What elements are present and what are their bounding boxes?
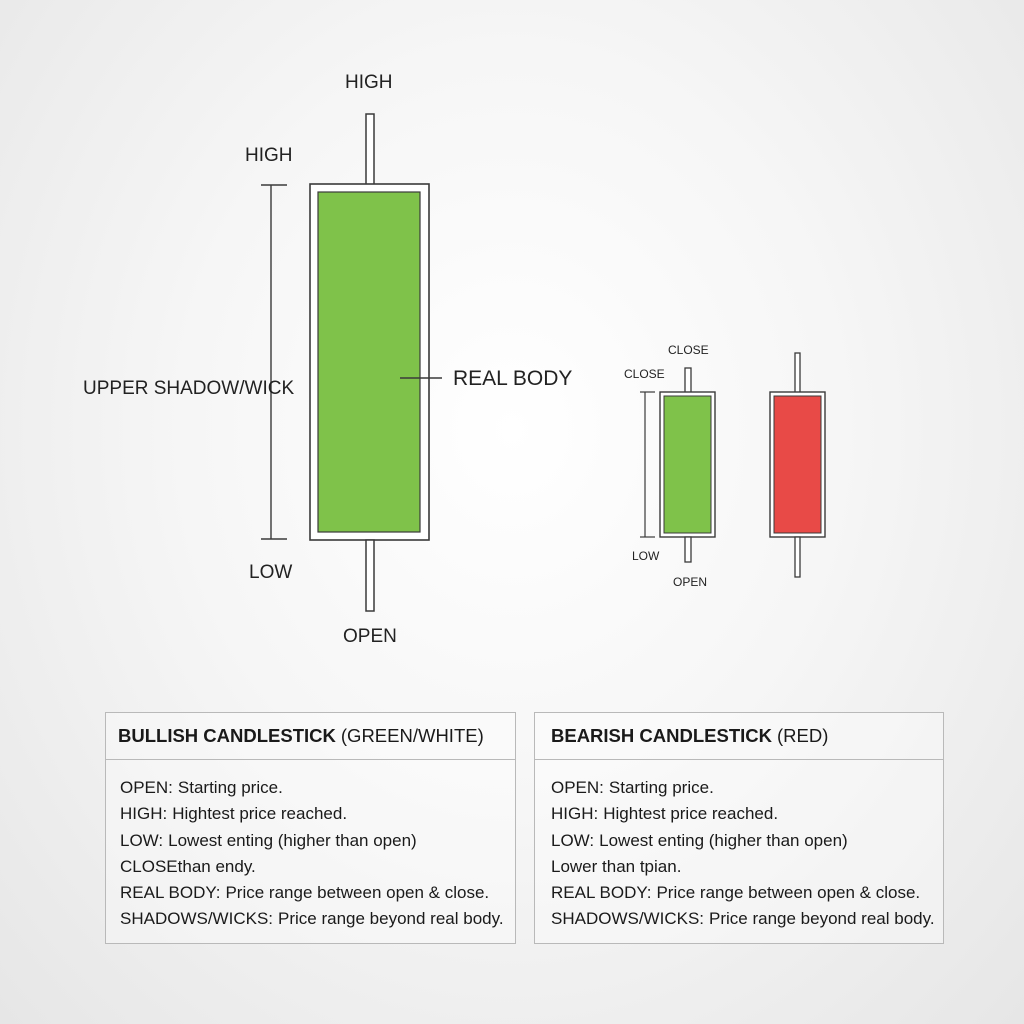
small-bearish-lower-wick: [794, 536, 801, 578]
small-bullish-real-body: [663, 395, 712, 534]
bearish-panel-title: BEARISH CANDLESTICK (RED): [535, 713, 943, 760]
small-label-close-left: CLOSE: [624, 367, 665, 381]
row-desc: Lowest enting (higher than open): [599, 830, 848, 850]
label-high-left: HIGH: [245, 145, 293, 166]
bearish-row-close: Lower than tpian.: [551, 854, 943, 880]
row-desc: than endy.: [177, 856, 256, 876]
bearish-title-rest: (RED): [776, 725, 829, 746]
small-bullish-lower-wick: [684, 536, 692, 563]
bearish-title-bold: BEARISH CANDLESTICK: [551, 725, 772, 746]
row-term: SHADOWS/WICKS:: [120, 909, 274, 929]
bullish-row-high: HIGH: Hightest price reached.: [120, 801, 515, 827]
big-candle-upper-wick: [365, 113, 375, 186]
row-term: LOW:: [120, 830, 164, 850]
row-desc: Lower than tpian.: [551, 856, 682, 876]
bullish-row-real-body: REAL BODY: Price range between open & clo…: [120, 880, 515, 906]
row-desc: Price range beyond real body.: [709, 909, 935, 929]
small-bearish-real-body: [773, 395, 822, 534]
small-bullish-upper-wick: [684, 367, 692, 394]
row-desc: Starting price.: [608, 778, 714, 797]
bearish-row-high: HIGH: Hightest price reached.: [551, 801, 943, 827]
label-high-top: HIGH: [345, 72, 393, 93]
bullish-row-close: CLOSEthan endy.: [120, 854, 515, 880]
bearish-row-low: LOW: Lowest enting (higher than open): [551, 828, 943, 854]
small-label-open: OPEN: [673, 575, 708, 589]
bearish-row-open: OPEN: Starting price.: [551, 775, 943, 801]
row-desc: Starting price.: [177, 778, 283, 797]
label-real-body: REAL BODY: [453, 367, 573, 390]
bullish-title-bold: BULLISH CANDLESTICK: [118, 725, 336, 746]
row-term: OPEN:: [120, 778, 173, 797]
bullish-title-rest: (GREEN/WHITE): [340, 725, 484, 746]
row-desc: Price range between open & close.: [656, 883, 921, 903]
big-candle-real-body: [317, 191, 421, 533]
small-bearish-upper-wick: [794, 352, 801, 394]
row-desc: Price range between open & close.: [225, 883, 490, 903]
bearish-row-shadows: SHADOWS/WICKS: Price range beyond real bo…: [551, 906, 943, 932]
bullish-row-shadows: SHADOWS/WICKS: Price range beyond real bo…: [120, 906, 515, 932]
row-term: REAL BODY:: [120, 883, 221, 903]
bearish-info-panel: BEARISH CANDLESTICK (RED) OPEN: Starting …: [534, 712, 944, 944]
small-label-close-top: CLOSE: [668, 343, 709, 357]
row-term: CLOSE: [120, 856, 178, 876]
label-low: LOW: [249, 562, 293, 583]
row-term: REAL BODY:: [551, 883, 652, 903]
big-candle-lower-wick: [365, 539, 375, 612]
label-upper-shadow-wick: UPPER SHADOW/WICK: [83, 378, 295, 399]
row-desc: Price range beyond real body.: [278, 909, 504, 929]
row-term: LOW:: [551, 830, 595, 850]
bullish-info-panel: BULLISH CANDLESTICK (GREEN/WHITE) OPEN: S…: [105, 712, 516, 944]
row-term: OPEN:: [551, 778, 604, 797]
label-open: OPEN: [343, 626, 397, 647]
row-desc: Hightest price reached.: [603, 804, 779, 824]
bearish-row-real-body: REAL BODY: Price range between open & clo…: [551, 880, 943, 906]
bullish-panel-title: BULLISH CANDLESTICK (GREEN/WHITE): [106, 713, 515, 760]
row-term: HIGH:: [120, 804, 168, 824]
row-desc: Hightest price reached.: [172, 804, 348, 824]
bullish-row-open: OPEN: Starting price.: [120, 775, 515, 801]
candlestick-diagram: [261, 113, 826, 612]
small-label-low: LOW: [632, 549, 660, 563]
row-term: HIGH:: [551, 804, 599, 824]
row-term: SHADOWS/WICKS:: [551, 909, 705, 929]
row-desc: Lowest enting (higher than open): [168, 830, 417, 850]
bullish-row-low: LOW: Lowest enting (higher than open): [120, 828, 515, 854]
